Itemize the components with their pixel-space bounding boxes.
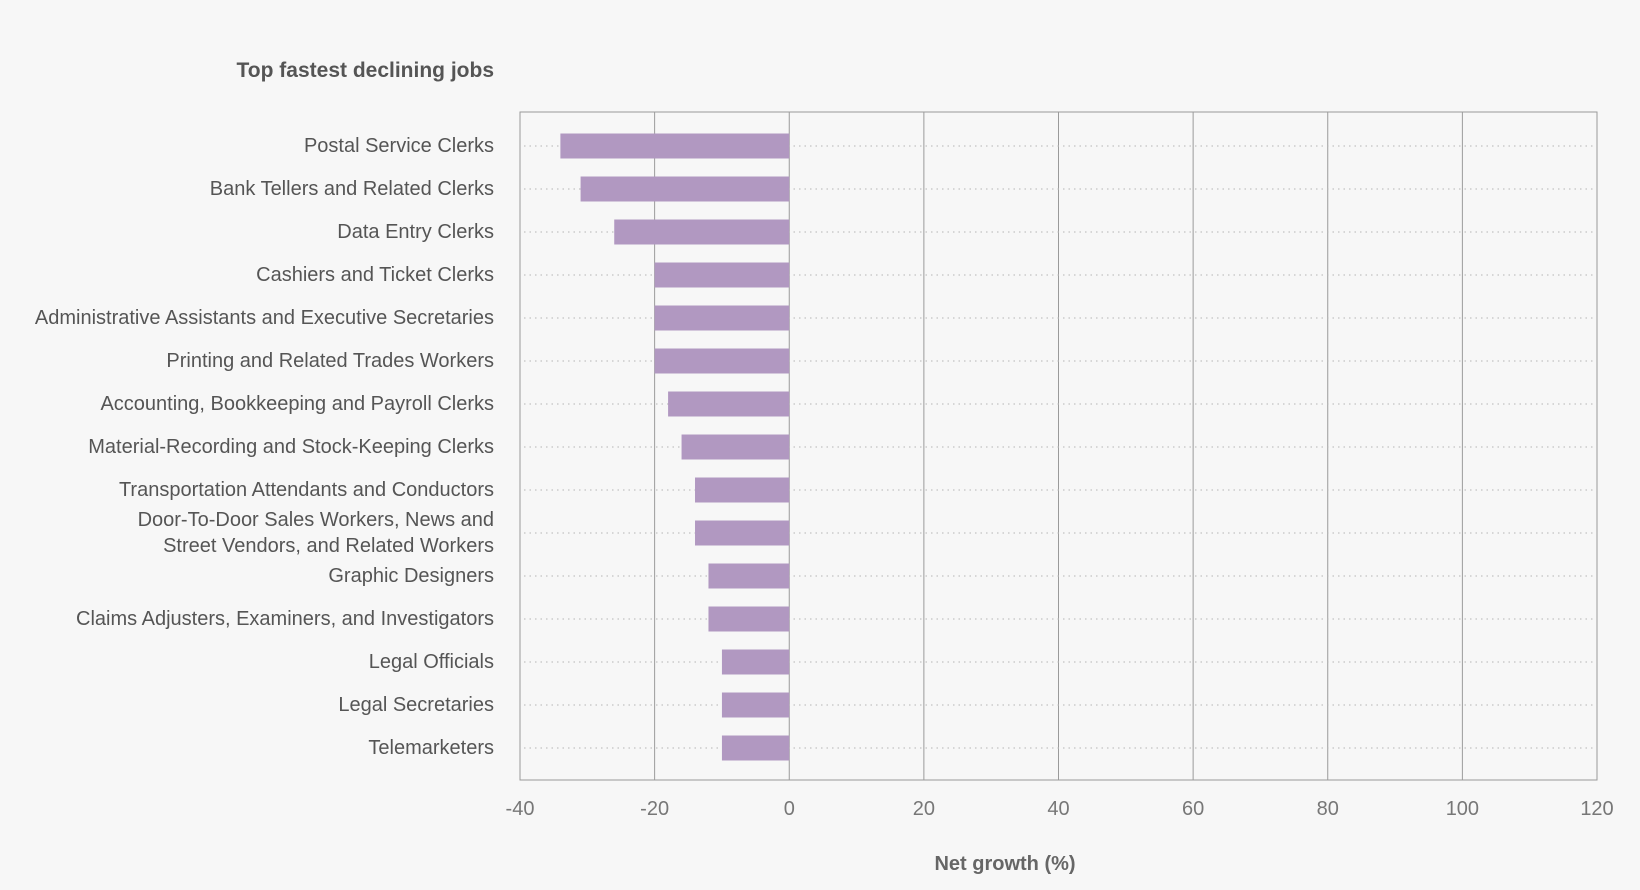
bars bbox=[560, 133, 790, 761]
category-label: Printing and Related Trades Workers bbox=[166, 350, 494, 372]
category-label: Administrative Assistants and Executive … bbox=[35, 307, 494, 329]
category-label: Postal Service Clerks bbox=[304, 135, 494, 157]
bar bbox=[654, 348, 790, 374]
x-tick-label: -40 bbox=[506, 798, 535, 820]
bar bbox=[654, 262, 790, 288]
category-label: Material-Recording and Stock-Keeping Cle… bbox=[88, 436, 494, 458]
bar bbox=[668, 391, 790, 417]
plot-frame bbox=[519, 111, 1598, 781]
bar bbox=[681, 434, 790, 460]
row-guides bbox=[524, 145, 1593, 749]
x-tick-label: 120 bbox=[1580, 798, 1613, 820]
category-label: Legal Officials bbox=[369, 651, 494, 673]
x-tick-label: 80 bbox=[1317, 798, 1339, 820]
x-tick-label: 40 bbox=[1047, 798, 1069, 820]
category-label: Graphic Designers bbox=[328, 565, 494, 587]
category-label: Data Entry Clerks bbox=[337, 221, 494, 243]
x-tick-label: 0 bbox=[784, 798, 795, 820]
bar bbox=[614, 219, 790, 245]
category-label: Transportation Attendants and Conductors bbox=[119, 479, 494, 501]
bar bbox=[695, 520, 790, 546]
bar bbox=[721, 735, 790, 761]
x-tick-label: -20 bbox=[640, 798, 669, 820]
x-tick-label: 100 bbox=[1446, 798, 1479, 820]
x-axis-title: Net growth (%) bbox=[934, 853, 1075, 875]
bar bbox=[560, 133, 790, 159]
bar bbox=[708, 606, 790, 632]
bar bbox=[708, 563, 790, 589]
category-labels: Postal Service Clerks Bank Tellers and Re… bbox=[35, 135, 494, 759]
x-tick-label: 20 bbox=[913, 798, 935, 820]
category-label: Cashiers and Ticket Clerks bbox=[256, 264, 494, 286]
category-label: Accounting, Bookkeeping and Payroll Cler… bbox=[100, 393, 494, 415]
bar bbox=[695, 477, 790, 503]
category-label: Door-To-Door Sales Workers, News and Stre… bbox=[138, 509, 494, 557]
category-label: Bank Tellers and Related Clerks bbox=[210, 178, 494, 200]
x-tick-labels: -40 -20 0 20 40 60 80 100 120 bbox=[506, 798, 1614, 820]
bar bbox=[721, 692, 790, 718]
category-label: Claims Adjusters, Examiners, and Investi… bbox=[76, 608, 494, 630]
category-label: Telemarketers bbox=[368, 737, 494, 759]
x-tick-label: 60 bbox=[1182, 798, 1204, 820]
chart-title: Top fastest declining jobs bbox=[237, 59, 494, 82]
category-label: Legal Secretaries bbox=[338, 694, 494, 716]
bar bbox=[580, 176, 790, 202]
bar bbox=[721, 649, 790, 675]
bar bbox=[654, 305, 790, 331]
